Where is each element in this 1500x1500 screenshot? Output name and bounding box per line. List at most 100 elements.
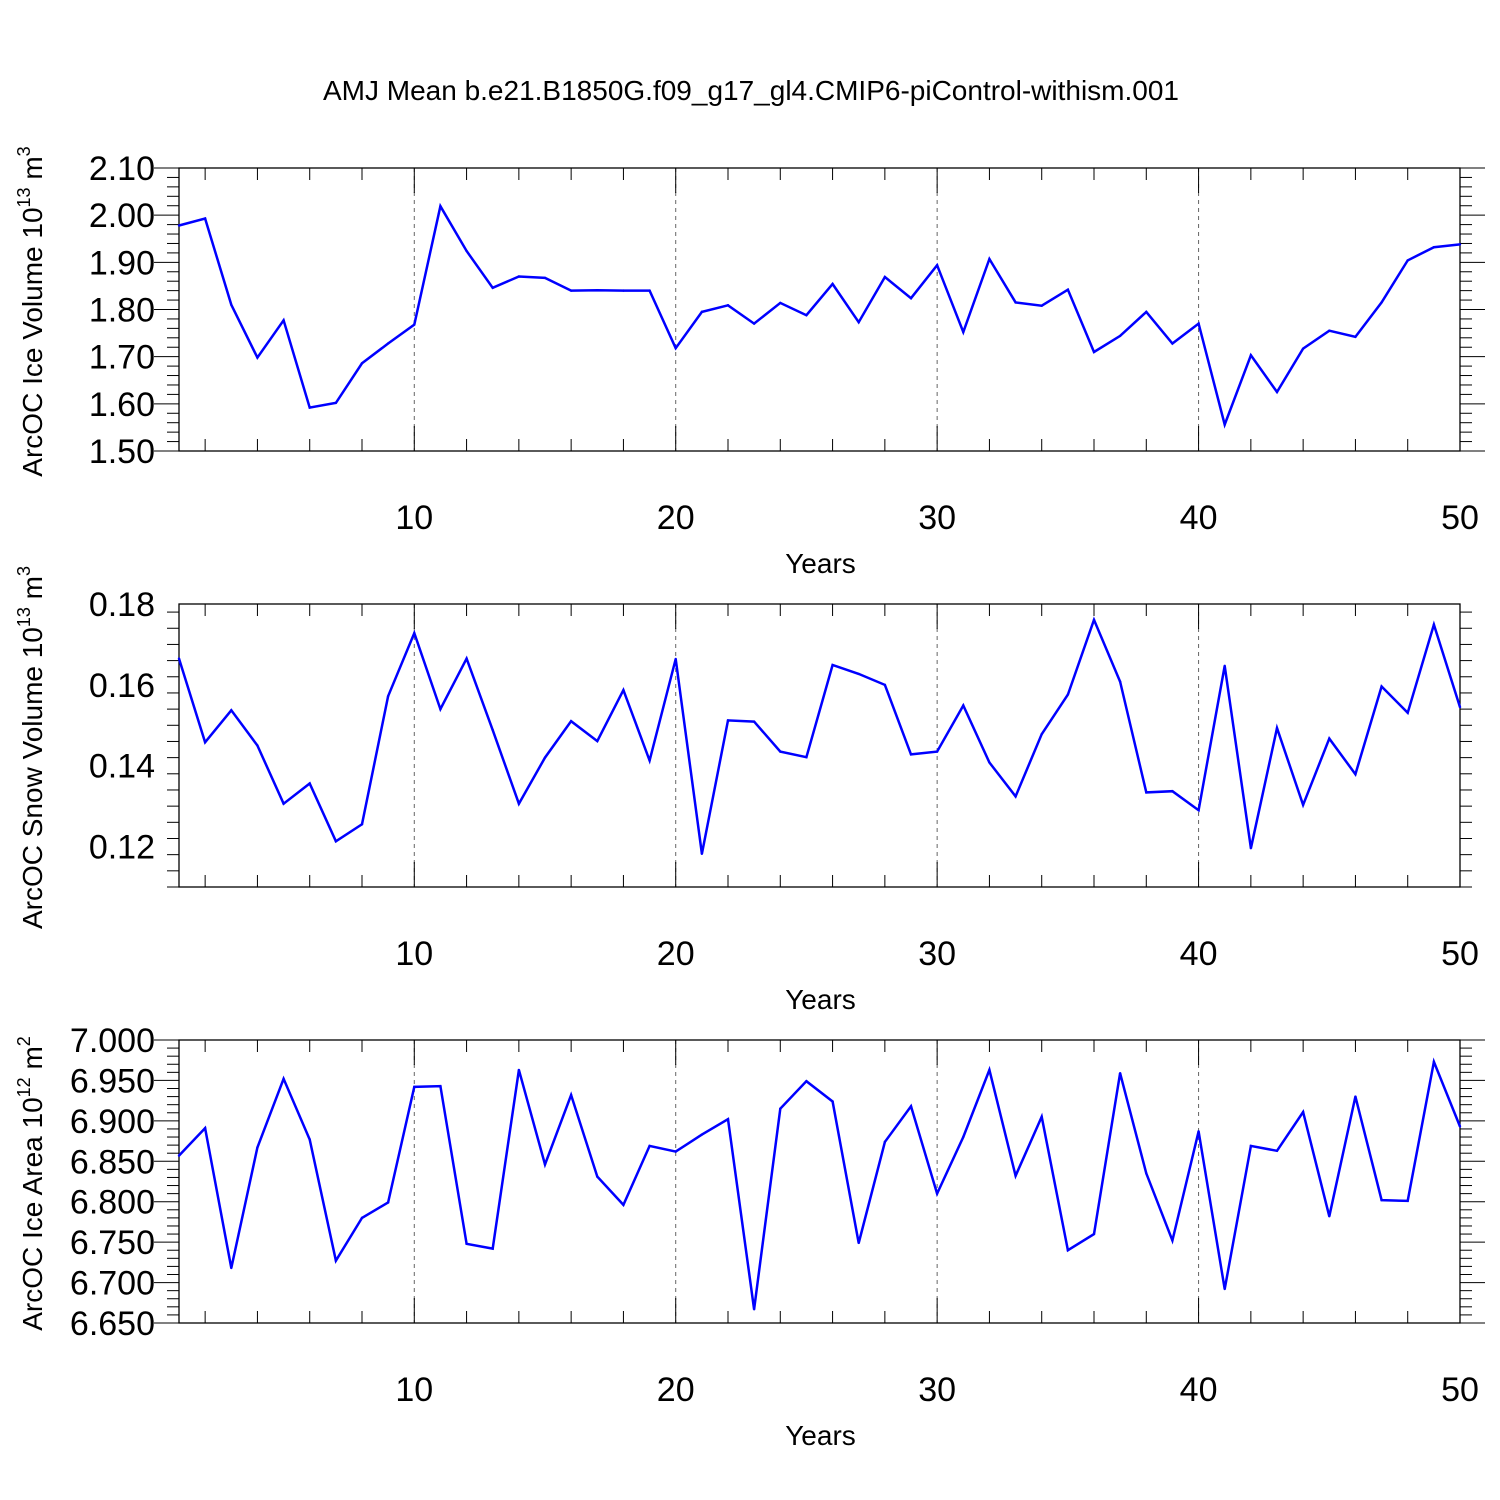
data-point bbox=[1145, 1172, 1148, 1175]
data-point bbox=[1040, 1115, 1043, 1119]
data-point bbox=[413, 631, 416, 635]
y-axis-label-part: 2 bbox=[14, 1036, 34, 1046]
x-tick-label: 30 bbox=[918, 1371, 956, 1409]
data-point bbox=[543, 756, 547, 759]
data-point bbox=[1092, 350, 1096, 354]
data-point bbox=[569, 720, 573, 723]
y-tick-label: 6.850 bbox=[70, 1143, 155, 1181]
data-point bbox=[1171, 1239, 1174, 1242]
data-point bbox=[203, 217, 207, 220]
data-point bbox=[857, 321, 860, 324]
y-axis-label-part: ArcOC Ice Volume 10 bbox=[17, 207, 48, 476]
x-tick-label: 50 bbox=[1441, 1371, 1479, 1409]
data-point bbox=[1092, 618, 1096, 621]
x-tick-label: 40 bbox=[1180, 935, 1218, 973]
y-tick-label: 7.000 bbox=[70, 1022, 155, 1060]
data-point bbox=[700, 852, 704, 856]
data-point bbox=[1014, 1174, 1017, 1178]
data-point bbox=[1275, 726, 1279, 730]
x-tick-label: 20 bbox=[657, 935, 695, 973]
data-point bbox=[1328, 329, 1331, 332]
data-point bbox=[909, 1105, 913, 1108]
data-point bbox=[726, 719, 730, 722]
data-point bbox=[1328, 1215, 1331, 1218]
y-tick-label: 6.800 bbox=[70, 1184, 155, 1222]
data-point bbox=[1354, 335, 1357, 339]
data-point bbox=[805, 1080, 808, 1083]
y-axis-label: ArcOC Ice Volume 1013 m3 bbox=[14, 146, 48, 476]
data-point bbox=[386, 342, 390, 345]
x-axis-label: Years bbox=[785, 984, 856, 1015]
data-point bbox=[1354, 773, 1357, 776]
data-point bbox=[831, 663, 834, 667]
data-point bbox=[726, 1118, 730, 1121]
data-point bbox=[543, 276, 547, 280]
y-tick-label: 6.950 bbox=[70, 1062, 155, 1100]
x-axis-label: Years bbox=[785, 1420, 856, 1451]
data-point bbox=[517, 802, 521, 805]
data-point bbox=[1223, 1287, 1226, 1291]
data-point bbox=[230, 1266, 233, 1270]
data-point bbox=[413, 323, 416, 326]
data-point bbox=[1066, 1249, 1070, 1252]
data-point bbox=[1223, 423, 1226, 426]
data-point bbox=[1118, 334, 1122, 338]
data-point bbox=[988, 257, 991, 261]
y-tick-label: 1.80 bbox=[89, 292, 155, 330]
data-point bbox=[700, 310, 704, 314]
data-point bbox=[256, 744, 259, 747]
data-point bbox=[674, 346, 677, 350]
data-point bbox=[1014, 795, 1017, 798]
data-point bbox=[909, 753, 913, 756]
data-point bbox=[962, 704, 965, 707]
data-point bbox=[1066, 693, 1070, 696]
y-axis-label-part: m bbox=[17, 576, 48, 607]
x-tick-label: 40 bbox=[1180, 1371, 1218, 1409]
data-point bbox=[596, 739, 599, 743]
data-point bbox=[1014, 301, 1017, 304]
data-point bbox=[779, 1107, 782, 1110]
plot-frame bbox=[178, 167, 1461, 452]
x-tick-label: 50 bbox=[1441, 935, 1479, 973]
data-point bbox=[1118, 680, 1122, 683]
data-point bbox=[1406, 259, 1409, 262]
data-point bbox=[517, 275, 521, 278]
data-point bbox=[648, 759, 651, 762]
data-point bbox=[962, 330, 965, 334]
data-point bbox=[1249, 1144, 1253, 1148]
y-tick-label: 0.18 bbox=[89, 586, 155, 624]
data-point bbox=[360, 823, 364, 826]
data-point bbox=[491, 1247, 494, 1250]
y-tick-label: 1.70 bbox=[89, 339, 155, 377]
data-point bbox=[1223, 664, 1226, 668]
data-point bbox=[596, 288, 599, 292]
data-point bbox=[465, 657, 468, 660]
data-point bbox=[386, 694, 390, 698]
y-axis-label: ArcOC Ice Area 1012 m2 bbox=[14, 1036, 48, 1331]
data-point bbox=[1406, 1199, 1409, 1203]
data-point bbox=[177, 657, 181, 660]
data-point bbox=[883, 683, 887, 687]
x-tick-label: 40 bbox=[1180, 499, 1218, 537]
data-point bbox=[177, 224, 181, 227]
data-point bbox=[308, 782, 311, 785]
data-point bbox=[203, 1126, 207, 1130]
data-point bbox=[1458, 1125, 1462, 1128]
data-point bbox=[1249, 846, 1253, 850]
data-point bbox=[439, 707, 442, 711]
y-axis-label-part: m bbox=[17, 1046, 48, 1077]
data-point bbox=[779, 750, 782, 753]
data-point bbox=[622, 289, 625, 292]
data-point bbox=[1432, 246, 1436, 249]
chart-panel-2: 0.12 0.14 0.16 0.18 10 20 30 40 50 Years ArcOC Sno… bbox=[14, 566, 1479, 1015]
x-tick-label: 30 bbox=[918, 499, 956, 537]
data-point bbox=[596, 1175, 599, 1178]
y-tick-label: 6.750 bbox=[70, 1224, 155, 1262]
y-axis-label: ArcOC Snow Volume 1013 m3 bbox=[14, 566, 48, 929]
y-tick-label: 0.12 bbox=[89, 829, 155, 867]
data-point bbox=[909, 296, 913, 300]
y-axis-label-part: ArcOC Ice Area 10 bbox=[17, 1097, 48, 1330]
data-point bbox=[962, 1135, 965, 1139]
data-point bbox=[752, 720, 756, 723]
data-point bbox=[491, 728, 494, 732]
